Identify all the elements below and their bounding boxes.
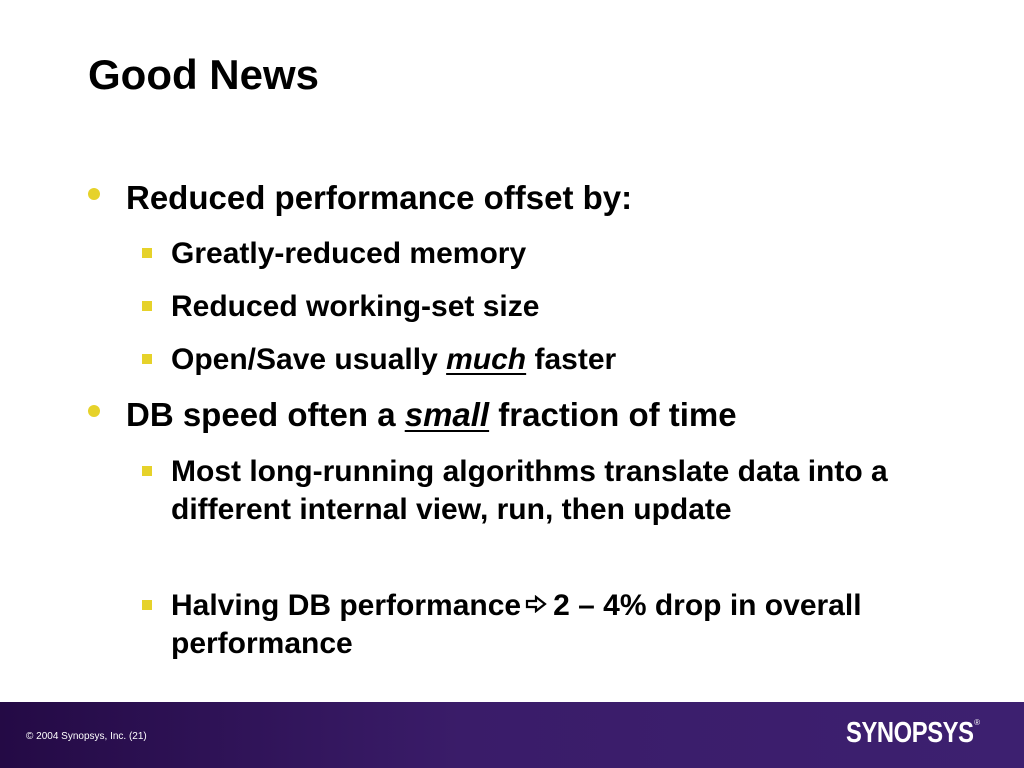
hollow-right-arrow-icon: [525, 595, 547, 614]
sub-bullet-1-1: Greatly-reduced memory: [171, 237, 527, 270]
square-bullet-icon: [142, 301, 152, 311]
bullet-2: DB speed often a small fraction of time: [126, 395, 737, 435]
square-bullet-icon: [142, 248, 152, 258]
sub-bullet-2-2-after: 2 – 4% drop in overall performance: [171, 589, 862, 660]
bullet-2-after: fraction of time: [489, 396, 737, 433]
sub-bullet-1-3-before: Open/Save usually: [171, 343, 447, 376]
square-bullet-icon: [142, 600, 152, 610]
sub-bullet-1-2: Reduced working-set size: [171, 290, 540, 323]
sub-bullet-1-3-after: faster: [526, 343, 617, 376]
copyright-text: © 2004 Synopsys, Inc. (21): [26, 731, 147, 742]
bullet-dot-icon: [88, 188, 100, 200]
sub-bullet-1-3: Open/Save usually much faster: [171, 341, 971, 379]
slide-title: Good News: [88, 51, 320, 98]
emphasis-much: much: [446, 343, 527, 376]
sub-bullet-2-1: Most long-running algorithms translate d…: [171, 455, 888, 526]
bullet-dot-icon: [88, 405, 100, 417]
emphasis-small: small: [404, 396, 490, 433]
sub-bullet-2-2: Halving DB performance 2 – 4% drop in ove…: [171, 587, 971, 663]
sub-bullet-2-2-before: Halving DB performance: [171, 589, 522, 622]
registered-mark: ®: [974, 718, 980, 727]
bullet-1: Reduced performance offset by:: [126, 179, 633, 216]
square-bullet-icon: [142, 466, 152, 476]
bullet-2-before: DB speed often a: [126, 396, 405, 433]
footer-bar: © 2004 Synopsys, Inc. (21) SYNOPSYS ®: [0, 702, 1024, 768]
square-bullet-icon: [142, 354, 152, 364]
synopsys-logo: SYNOPSYS: [846, 717, 974, 749]
